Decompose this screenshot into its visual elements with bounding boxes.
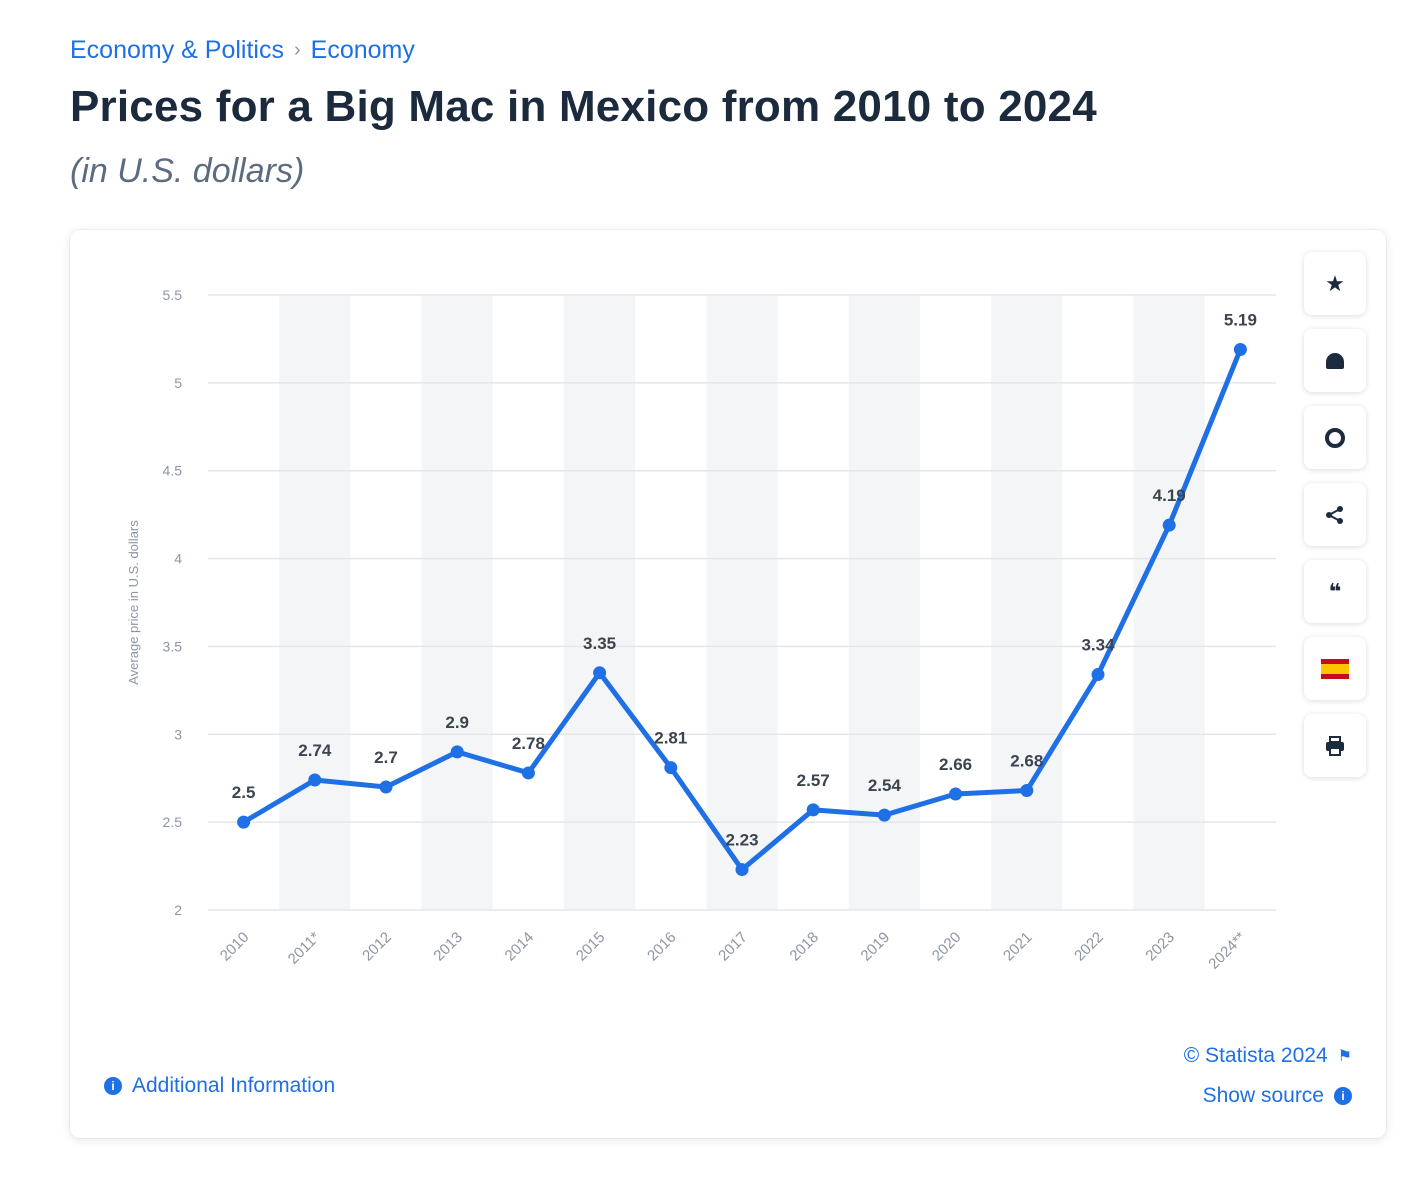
column-band (1133, 295, 1205, 910)
share-button[interactable] (1304, 483, 1366, 546)
data-point (1233, 342, 1247, 356)
info-icon: i (1334, 1087, 1352, 1105)
copyright-text: © Statista 2024 (1183, 1044, 1328, 1067)
data-label: 5.19 (1224, 310, 1257, 329)
data-label: 3.35 (583, 634, 616, 653)
y-tick-label: 2.5 (163, 814, 183, 830)
data-label: 2.57 (797, 771, 830, 790)
favorite-button[interactable]: ★ (1304, 252, 1366, 315)
column-band (279, 295, 351, 910)
spain-flag-icon (1321, 658, 1349, 679)
data-label: 2.23 (725, 831, 758, 850)
data-label: 2.78 (512, 734, 545, 753)
bell-icon (1326, 352, 1344, 369)
additional-information-label: Additional Information (132, 1074, 336, 1097)
data-label: 2.7 (374, 748, 398, 767)
x-tick-label: 2020 (929, 929, 965, 965)
data-point (379, 780, 393, 794)
data-point (521, 766, 535, 780)
page-title: Prices for a Big Mac in Mexico from 2010… (70, 82, 1097, 131)
show-source-label: Show source (1202, 1084, 1324, 1107)
column-band (706, 295, 778, 910)
data-point (664, 761, 678, 775)
data-point (877, 808, 891, 822)
x-tick-label: 2022 (1071, 929, 1107, 965)
printer-icon (1326, 735, 1344, 756)
column-band (421, 295, 493, 910)
y-tick-label: 5.5 (163, 287, 183, 303)
chart-card: 2 2.5 3 3.5 4 4.5 5 5.5 Average price in U.S. do… (70, 230, 1386, 1138)
y-tick-label: 5 (174, 375, 182, 391)
gear-icon (1325, 427, 1345, 448)
cite-button[interactable]: ❝ (1304, 560, 1366, 623)
x-tick-label: 2016 (644, 929, 680, 965)
x-tick-label: 2015 (573, 929, 609, 965)
data-label: 2.81 (654, 729, 687, 748)
breadcrumb-separator: › (293, 39, 301, 61)
data-point (1091, 668, 1105, 682)
y-tick-label: 3.5 (163, 638, 183, 654)
data-point (450, 745, 464, 759)
share-icon (1326, 505, 1343, 524)
x-tick-label: 2013 (430, 929, 466, 965)
y-tick-label: 4.5 (163, 463, 183, 479)
data-point (593, 666, 607, 680)
x-tick-label: 2011* (285, 929, 324, 968)
column-band (991, 295, 1063, 910)
data-point (806, 803, 820, 817)
notification-button[interactable] (1304, 329, 1366, 392)
show-source-link[interactable]: Show source i (1184, 1076, 1352, 1116)
x-tick-label: 2018 (786, 929, 822, 965)
copyright-row: © Statista 2024 ⚑ (1184, 1036, 1352, 1076)
y-tick-label: 2 (174, 902, 182, 918)
data-point (308, 773, 322, 787)
breadcrumb-economy-politics[interactable]: Economy & Politics (70, 36, 284, 64)
quote-icon: ❝ (1328, 578, 1342, 604)
x-tick-label: 2023 (1142, 929, 1178, 965)
breadcrumb: Economy & Politics › Economy (70, 36, 415, 65)
data-label: 2.74 (298, 741, 332, 760)
print-button[interactable] (1304, 714, 1366, 777)
data-label: 3.34 (1081, 636, 1115, 655)
star-icon: ★ (1325, 270, 1345, 296)
x-tick-label: 2014 (502, 929, 538, 965)
breadcrumb-economy[interactable]: Economy (310, 36, 415, 64)
data-label: 4.19 (1153, 486, 1186, 505)
data-label: 2.9 (445, 713, 469, 732)
x-tick-label: 2019 (858, 929, 894, 965)
chart-footer: © Statista 2024 ⚑ Show source i (1184, 1036, 1352, 1116)
y-axis-label: Average price in U.S. dollars (126, 520, 141, 685)
data-label: 2.5 (232, 783, 256, 802)
line-chart: 2 2.5 3 3.5 4 4.5 5 5.5 Average price in U.S. do… (126, 287, 1276, 973)
data-point (1162, 518, 1176, 532)
flag-icon[interactable]: ⚑ (1337, 1048, 1352, 1065)
column-band (564, 295, 636, 910)
info-icon: i (104, 1077, 122, 1095)
data-label: 2.54 (868, 776, 902, 795)
x-tick-label: 2010 (217, 929, 253, 965)
x-tick-label: 2021 (1000, 929, 1036, 965)
data-label: 2.66 (939, 755, 972, 774)
data-point (237, 815, 251, 829)
page-subtitle: (in U.S. dollars) (70, 152, 305, 190)
data-point (949, 787, 963, 801)
x-tick-label: 2024** (1205, 929, 1249, 973)
settings-button[interactable] (1304, 406, 1366, 469)
y-tick-label: 3 (174, 726, 182, 742)
data-label: 2.68 (1010, 752, 1043, 771)
data-point (1020, 784, 1034, 798)
x-tick-label: 2012 (359, 929, 395, 965)
y-tick-label: 4 (174, 551, 182, 567)
additional-information-link[interactable]: i Additional Information (104, 1074, 335, 1098)
data-point (735, 863, 749, 877)
language-button[interactable] (1304, 637, 1366, 700)
chart-toolbar: ★ ❝ (1304, 252, 1366, 777)
x-tick-label: 2017 (715, 929, 751, 965)
